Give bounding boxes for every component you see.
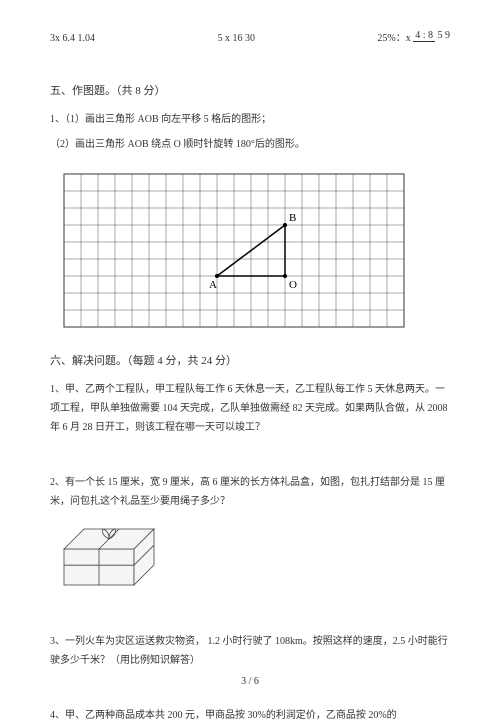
section5-line1: 1、（1）画出三角形 AOB 向左平移 5 格后的图形；	[50, 110, 450, 129]
q2: 2、有一个长 15 厘米，宽 9 厘米，高 6 厘米的长方体礼品盒，如图，包扎打…	[50, 473, 450, 511]
eq3-prefix: 25%：x	[377, 33, 410, 44]
equation-1: 3x 6.4 1.04	[50, 30, 95, 48]
section6-title: 六、解决问题。（每题 4 分，共 24 分）	[50, 352, 450, 372]
eq3-fraction: 4 : 8 5 9	[413, 30, 450, 42]
page-footer: 3 / 6	[0, 673, 500, 691]
gift-box-svg	[62, 517, 156, 587]
triangle-grid: A O B	[62, 162, 450, 336]
svg-text:B: B	[289, 212, 296, 224]
svg-text:O: O	[289, 279, 297, 291]
eq3-frac-bot: 5 9	[438, 30, 451, 41]
section5-title: 五、作图题。（共 8 分）	[50, 82, 450, 102]
eq3-frac-top: 4 : 8	[413, 30, 435, 42]
top-equations: 3x 6.4 1.04 5 x 16 30 25%：x 4 : 8 5 9	[50, 30, 450, 48]
grid-svg: A O B	[62, 162, 406, 329]
q4: 4、甲、乙两种商品成本共 200 元，甲商品按 30%的利润定价，乙商品按 20…	[50, 706, 450, 725]
equation-3: 25%：x 4 : 8 5 9	[377, 30, 450, 48]
equation-2: 5 x 16 30	[217, 30, 255, 48]
gift-box-figure	[62, 517, 450, 594]
q1: 1、甲、乙两个工程队，甲工程队每工作 6 天休息一天，乙工程队每工作 5 天休息…	[50, 380, 450, 437]
q3: 3、一列火车为灾区运送救灾物资， 1.2 小时行驶了 108km。按照这样的速度…	[50, 632, 450, 670]
section5-line2: （2）画出三角形 AOB 绕点 O 顺时针旋转 180°后的图形。	[50, 135, 450, 154]
svg-text:A: A	[209, 279, 217, 291]
